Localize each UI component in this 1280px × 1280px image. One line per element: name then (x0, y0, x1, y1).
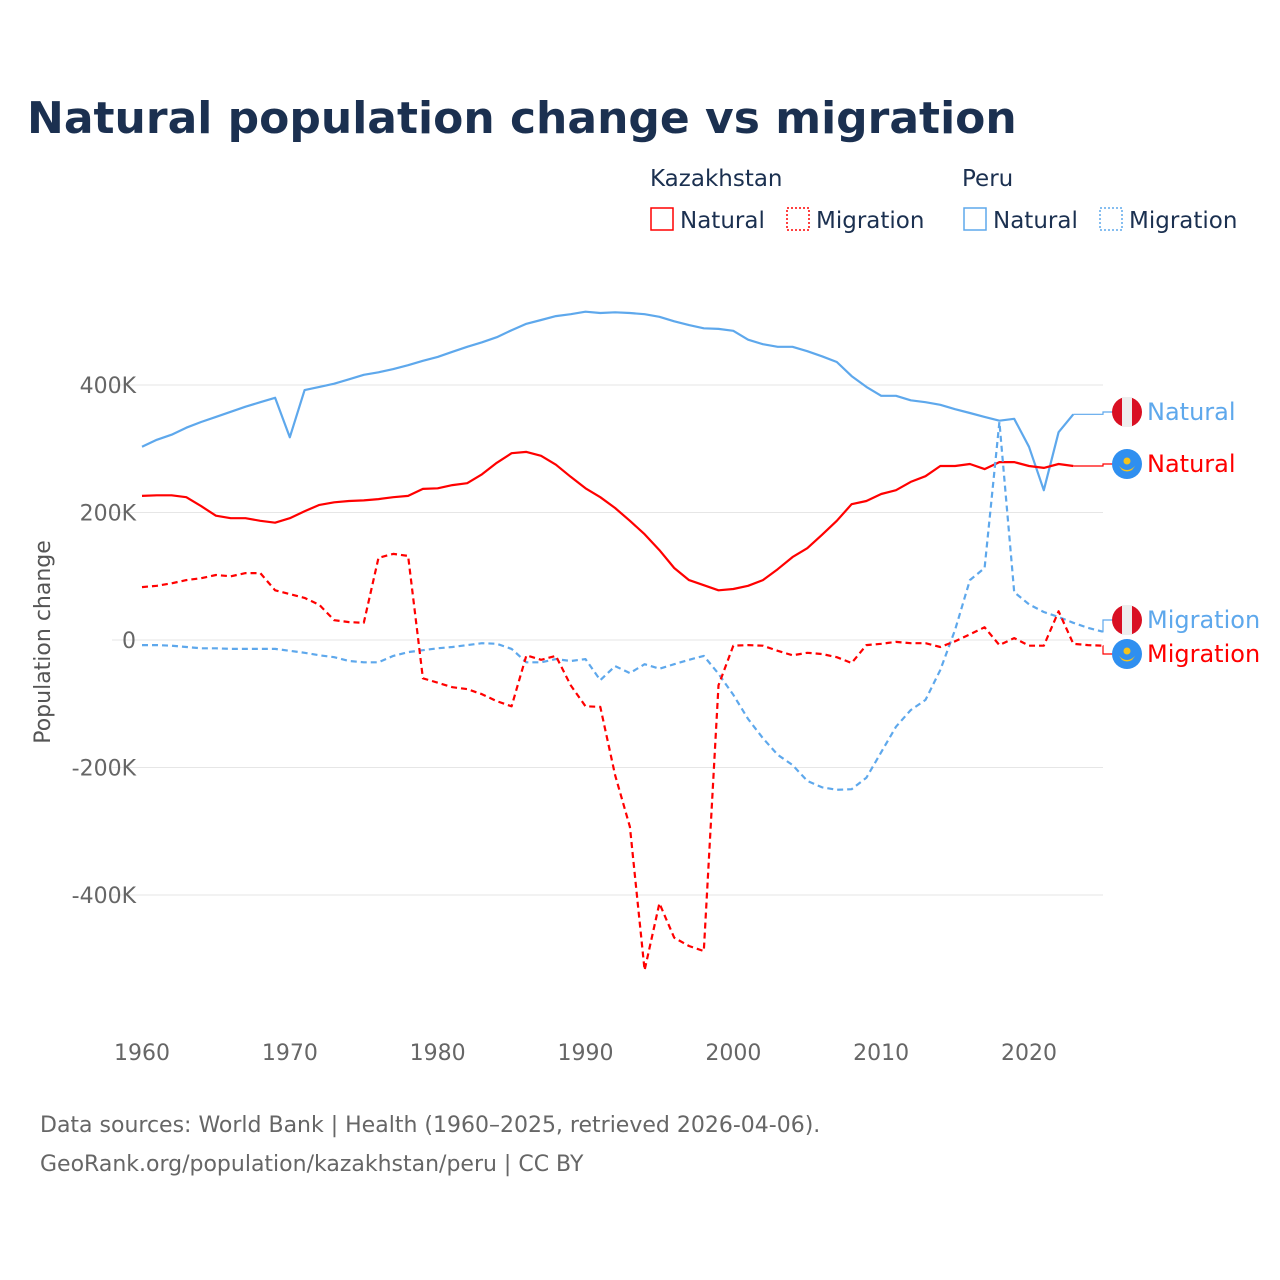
flag-stripe (1122, 605, 1132, 635)
flag-eagle (1119, 466, 1135, 472)
y-tick-label: 0 (122, 629, 136, 654)
peru-flag-icon (1112, 397, 1142, 427)
series-line-peru-migration (142, 420, 1104, 791)
series-line-peru-natural (141, 310, 1075, 492)
flag-eagle (1119, 656, 1135, 662)
legend-label-peru-migration[interactable]: Migration (1129, 208, 1237, 234)
end-label: Migration (1147, 606, 1260, 634)
legend: Kazakhstan Peru Natural Migration Natura… (650, 166, 1237, 234)
x-tick-label: 2000 (705, 1041, 761, 1066)
legend-swatch-peru-migration (1099, 207, 1123, 231)
connector-line (1073, 463, 1113, 467)
y-tick-label: -200K (72, 757, 137, 782)
legend-group-peru: Peru (962, 166, 1013, 192)
x-tick-label: 1990 (558, 1041, 614, 1066)
legend-label-kz-migration[interactable]: Migration (816, 208, 924, 234)
y-tick-label: 400K (80, 374, 137, 399)
flag-sun (1123, 647, 1131, 655)
x-tick-label: 1970 (262, 1041, 318, 1066)
legend-label-kz-natural[interactable]: Natural (680, 208, 765, 234)
x-tick-label: 1960 (114, 1041, 170, 1066)
footer-sources: Data sources: World Bank | Health (1960–… (40, 1113, 820, 1138)
connector-line (1102, 645, 1113, 655)
y-tick-label: -400K (72, 884, 137, 909)
legend-swatch-kz-natural (650, 207, 674, 231)
end-labels: Natural Natural Migration Migration (1073, 397, 1260, 669)
flag-sun (1123, 457, 1131, 465)
flag-stripe (1122, 397, 1132, 427)
legend-swatch-kz-migration (786, 207, 810, 231)
x-axis: 1960 1970 1980 1990 2000 2010 2020 (114, 1041, 1057, 1066)
series-line-kazakhstan-natural (141, 450, 1074, 592)
peru-flag-icon (1112, 605, 1142, 635)
legend-swatch-peru-natural (963, 207, 987, 231)
connector-line (1102, 619, 1113, 633)
chart-title: Natural population change vs migration (27, 93, 1017, 144)
end-label: Natural (1147, 398, 1236, 426)
x-tick-label: 2010 (853, 1041, 909, 1066)
footer-attribution[interactable]: GeoRank.org/population/kazakhstan/peru |… (40, 1152, 584, 1177)
x-tick-label: 2020 (1001, 1041, 1057, 1066)
y-tick-label: 200K (80, 502, 137, 527)
end-label: Migration (1147, 640, 1260, 668)
kazakhstan-flag-icon (1112, 639, 1142, 669)
series-lines (141, 310, 1104, 972)
y-axis: 400K 200K 0 -200K -400K (72, 374, 137, 909)
x-tick-label: 1980 (410, 1041, 466, 1066)
end-label: Natural (1147, 450, 1236, 478)
gridlines (112, 384, 1103, 896)
connector-line (1073, 411, 1113, 415)
legend-group-kazakhstan: Kazakhstan (650, 166, 783, 192)
series-line-kazakhstan-migration (141, 552, 1103, 972)
legend-label-peru-natural[interactable]: Natural (993, 208, 1078, 234)
y-axis-label: Population change (31, 540, 56, 744)
kazakhstan-flag-icon (1112, 449, 1142, 479)
